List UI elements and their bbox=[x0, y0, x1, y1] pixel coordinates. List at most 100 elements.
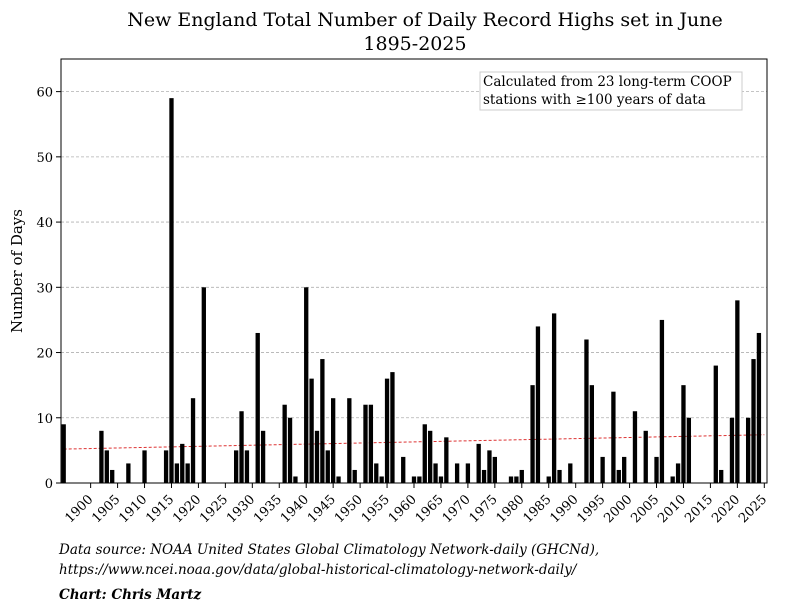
bar-2003 bbox=[643, 430, 648, 483]
bar-1904 bbox=[110, 469, 115, 483]
y-tick-label-40: 40 bbox=[36, 216, 53, 231]
bar-series bbox=[61, 98, 762, 483]
bar-1907 bbox=[126, 463, 131, 483]
chart-svg: New England Total Number of Daily Record… bbox=[8, 9, 770, 526]
bar-1997 bbox=[611, 391, 616, 483]
trend-line-group bbox=[63, 434, 765, 450]
bar-1956 bbox=[390, 372, 395, 483]
bar-1940 bbox=[304, 287, 309, 483]
bar-1963 bbox=[428, 430, 433, 483]
x-tick-label-1955: 1955 bbox=[359, 492, 393, 526]
bar-2009 bbox=[675, 463, 681, 483]
y-axis: 0 10 20 30 40 50 60 bbox=[36, 86, 61, 492]
bar-1989 bbox=[568, 463, 573, 483]
bar-1973 bbox=[481, 469, 487, 483]
x-tick-label-1975: 1975 bbox=[467, 492, 501, 526]
bar-2011 bbox=[686, 417, 692, 483]
bar-1895 bbox=[61, 424, 66, 483]
y-tick-label-10: 10 bbox=[36, 412, 53, 427]
bar-2001 bbox=[632, 411, 638, 483]
bar-1982 bbox=[530, 385, 535, 483]
bar-1979 bbox=[514, 476, 519, 483]
x-tick-label-2005: 2005 bbox=[628, 492, 662, 526]
bar-1945 bbox=[331, 398, 336, 483]
bar-1915 bbox=[169, 98, 174, 483]
bar-1938 bbox=[293, 476, 298, 483]
x-tick-label-1905: 1905 bbox=[89, 492, 123, 526]
bar-1985 bbox=[546, 476, 551, 483]
bar-1917 bbox=[180, 443, 185, 483]
bar-2023 bbox=[751, 359, 756, 483]
bar-1966 bbox=[444, 437, 449, 483]
bar-1948 bbox=[347, 398, 352, 483]
bar-1929 bbox=[244, 450, 250, 483]
bar-1993 bbox=[589, 385, 595, 483]
bar-1951 bbox=[363, 404, 368, 483]
bar-1960 bbox=[411, 476, 417, 483]
x-tick-label-2010: 2010 bbox=[655, 492, 689, 526]
bar-1962 bbox=[422, 424, 427, 483]
bar-1903 bbox=[104, 450, 109, 483]
bar-2016 bbox=[713, 365, 718, 483]
bar-1975 bbox=[492, 456, 497, 483]
bar-1965 bbox=[438, 476, 444, 483]
x-tick-label-2025: 2025 bbox=[736, 492, 770, 526]
x-tick-label-1920: 1920 bbox=[170, 492, 204, 526]
bar-2006 bbox=[659, 319, 665, 483]
bar-1949 bbox=[352, 469, 357, 483]
bar-1914 bbox=[163, 450, 169, 483]
bar-1954 bbox=[379, 476, 384, 483]
data-source-line-2: https://www.ncei.noaa.gov/data/global-hi… bbox=[59, 562, 577, 578]
bar-1964 bbox=[433, 463, 438, 483]
x-tick-label-2015: 2015 bbox=[682, 492, 716, 526]
bar-1902 bbox=[99, 430, 104, 483]
x-tick-label-1970: 1970 bbox=[440, 492, 474, 526]
bar-1974 bbox=[487, 450, 492, 483]
bar-1968 bbox=[454, 463, 460, 483]
bar-2022 bbox=[745, 417, 751, 483]
bar-1987 bbox=[557, 469, 562, 483]
annotation-line-2: stations with ≥100 years of data bbox=[483, 92, 706, 108]
bar-1978 bbox=[508, 476, 514, 483]
x-tick-label-1930: 1930 bbox=[224, 492, 258, 526]
bar-2005 bbox=[654, 456, 659, 483]
bar-1931 bbox=[255, 332, 260, 483]
bar-1921 bbox=[201, 287, 206, 483]
bar-1937 bbox=[287, 417, 293, 483]
bar-1980 bbox=[519, 469, 524, 483]
data-source-line-1: Data source: NOAA United States Global C… bbox=[59, 542, 600, 558]
bar-1995 bbox=[600, 456, 605, 483]
y-tick-label-20: 20 bbox=[36, 347, 53, 362]
x-tick-label-1910: 1910 bbox=[116, 492, 150, 526]
bar-1932 bbox=[260, 430, 266, 483]
bar-1972 bbox=[476, 443, 481, 483]
x-tick-label-2020: 2020 bbox=[709, 492, 743, 526]
bar-1944 bbox=[325, 450, 330, 483]
bar-2019 bbox=[729, 417, 735, 483]
annotation-background bbox=[479, 71, 743, 111]
bar-1970 bbox=[465, 463, 471, 483]
bar-1919 bbox=[190, 398, 196, 483]
x-tick-label-1995: 1995 bbox=[574, 492, 608, 526]
y-tick-label-60: 60 bbox=[36, 86, 53, 101]
x-tick-label-2000: 2000 bbox=[601, 492, 635, 526]
x-tick-label-1985: 1985 bbox=[521, 492, 555, 526]
bar-1961 bbox=[417, 476, 422, 483]
bar-2008 bbox=[670, 476, 675, 483]
chart-title-line-1: New England Total Number of Daily Record… bbox=[127, 9, 723, 31]
x-axis: 1900190519101915192019251930193519401945… bbox=[62, 483, 770, 526]
bar-1998 bbox=[616, 469, 621, 483]
x-tick-label-1950: 1950 bbox=[332, 492, 366, 526]
bar-1916 bbox=[174, 463, 180, 483]
x-tick-label-1945: 1945 bbox=[305, 492, 339, 526]
x-tick-label-1960: 1960 bbox=[386, 492, 420, 526]
bar-1910 bbox=[142, 450, 147, 483]
bar-2017 bbox=[719, 469, 724, 483]
x-tick-label-1965: 1965 bbox=[413, 492, 447, 526]
x-tick-label-1990: 1990 bbox=[548, 492, 582, 526]
bar-2024 bbox=[756, 332, 762, 483]
bar-1942 bbox=[314, 430, 320, 483]
trend-line bbox=[63, 434, 765, 450]
bar-1986 bbox=[551, 313, 557, 483]
bar-1941 bbox=[309, 378, 314, 483]
